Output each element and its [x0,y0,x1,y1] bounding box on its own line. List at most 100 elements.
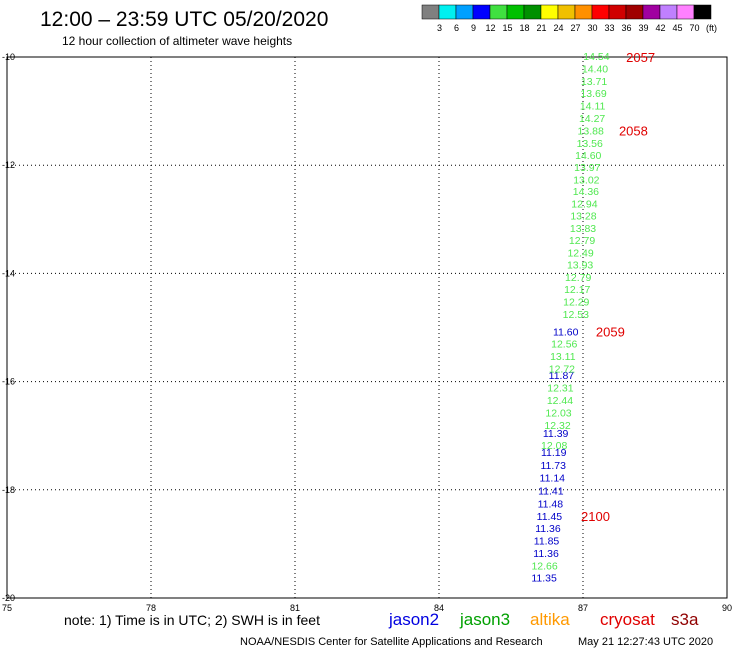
color-scale-label: 24 [553,23,563,33]
color-scale-label: (ft) [706,23,717,33]
y-tick-label: -14 [2,268,15,278]
y-tick-label: -20 [2,593,15,603]
jason3-wave-height: 14.40 [582,63,608,75]
color-swatch [693,4,712,20]
color-swatch [642,4,661,20]
color-swatch [659,4,678,20]
jason3-wave-height: 13.28 [570,211,596,223]
jason3-wave-height: 14.27 [579,113,605,125]
grid-lines [7,57,727,598]
color-scale-label: 45 [672,23,682,33]
jason3-wave-height: 13.69 [580,88,606,100]
jason2-wave-height: 11.36 [535,523,561,535]
jason2-wave-height: 11.36 [533,548,559,560]
jason3-wave-height: 13.83 [570,223,596,235]
jason2-wave-height: 11.14 [540,472,566,484]
color-scale-label: 3 [437,23,442,33]
jason2-wave-height: 11.19 [541,447,567,459]
y-tick-label: -12 [2,160,15,170]
plot-frame [6,56,728,599]
jason3-wave-height: 13.71 [581,76,607,88]
time-marker-label: 2058 [619,124,648,139]
color-scale-label: 6 [454,23,459,33]
jason3-wave-height: 12.79 [569,235,595,247]
jason3-wave-height: 13.93 [567,260,593,272]
color-swatch [676,4,695,20]
color-swatch [421,4,440,20]
jason3-wave-height: 12.53 [563,309,589,321]
jason3-wave-height: 13.11 [550,351,576,363]
color-scale-label: 12 [485,23,495,33]
footer-note: note: 1) Time is in UTC; 2) SWH is in fe… [64,612,320,628]
x-tick-label: 90 [722,603,732,613]
x-tick-label: 78 [146,603,156,613]
satellite-legend: jason2 jason3 altika cryosat s3a [388,610,699,629]
jason3-wave-height: 13.88 [578,126,604,138]
color-swatch [489,4,508,20]
jason3-wave-height: 12.72 [549,364,575,376]
jason3-wave-height: 12.44 [547,395,573,407]
time-marker-label: 2057 [626,50,655,65]
color-scale-label: 27 [570,23,580,33]
legend-s3a: s3a [671,610,699,629]
color-swatch [523,4,542,20]
jason3-wave-height: 12.31 [547,383,573,395]
color-scale-label: 36 [621,23,631,33]
jason2-wave-height: 11.73 [540,460,566,472]
chart-subtitle: 12 hour collection of altimeter wave hei… [62,34,292,48]
jason2-wave-height: 11.85 [534,536,560,548]
jason3-wave-height: 13.97 [574,162,600,174]
jason3-wave-height: 12.49 [567,247,593,259]
color-swatch [506,4,525,20]
jason3-wave-height: 14.60 [575,150,601,162]
jason3-wave-height: 12.66 [531,561,557,573]
color-scale-label: 21 [536,23,546,33]
data-labels: 11.60 11.87 11.39 11.1911.7311.1411.4111.48… [531,51,609,585]
color-swatch [574,4,593,20]
color-scale-label: 70 [689,23,699,33]
jason3-wave-height: 12.94 [571,199,597,211]
jason3-wave-height: 12.29 [563,297,589,309]
color-swatch [608,4,627,20]
jason3-wave-height: 14.36 [573,186,599,198]
jason2-wave-height: 11.87 [549,370,575,382]
jason2-wave-height: 11.39 [543,428,569,440]
x-tick-label: 87 [578,603,588,613]
jason2-wave-height: 11.41 [538,485,564,497]
time-marker-label: 2100 [581,509,610,524]
jason3-wave-height: 12.32 [544,420,570,432]
jason2-wave-height: 11.35 [531,572,557,584]
timestamp-text: May 21 12:27:43 UTC 2020 [578,636,713,648]
y-tick-label: -18 [2,485,15,495]
jason3-wave-height: 13.56 [577,138,603,150]
color-scale-label: 39 [638,23,648,33]
color-swatch [472,4,491,20]
jason3-wave-height: 12.08 [541,440,567,452]
jason3-wave-height: 14.11 [580,101,606,113]
time-markers: 2057 2058 2059 2100 [581,50,655,524]
color-swatch [438,4,457,20]
jason2-wave-height: 11.45 [537,511,563,523]
jason3-wave-height: 12.17 [564,284,590,296]
jason3-wave-height: 14.54 [583,51,609,63]
color-swatch [591,4,610,20]
color-scale-legend: 3 6 9 12 15 18 21 24 27 30 33 36 39 42 45 70 (ft) [421,4,717,33]
color-swatch [455,4,474,20]
color-scale-label: 18 [519,23,529,33]
x-tick-label: 75 [2,603,12,613]
credit-text: NOAA/NESDIS Center for Satellite Applica… [240,636,543,648]
jason3-wave-height: 12.03 [545,407,571,419]
jason2-wave-height: 11.48 [538,498,564,510]
color-swatch [625,4,644,20]
legend-cryosat: cryosat [600,610,655,629]
jason2-wave-height: 11.60 [553,326,579,338]
legend-altika: altika [530,610,570,629]
y-tick-label: -10 [2,52,15,62]
color-swatch [540,4,559,20]
jason3-wave-height: 12.79 [565,272,591,284]
color-scale-label: 15 [502,23,512,33]
legend-jason3: jason3 [459,610,510,629]
jason3-wave-height: 13.02 [573,174,599,186]
color-scale-label: 33 [604,23,614,33]
